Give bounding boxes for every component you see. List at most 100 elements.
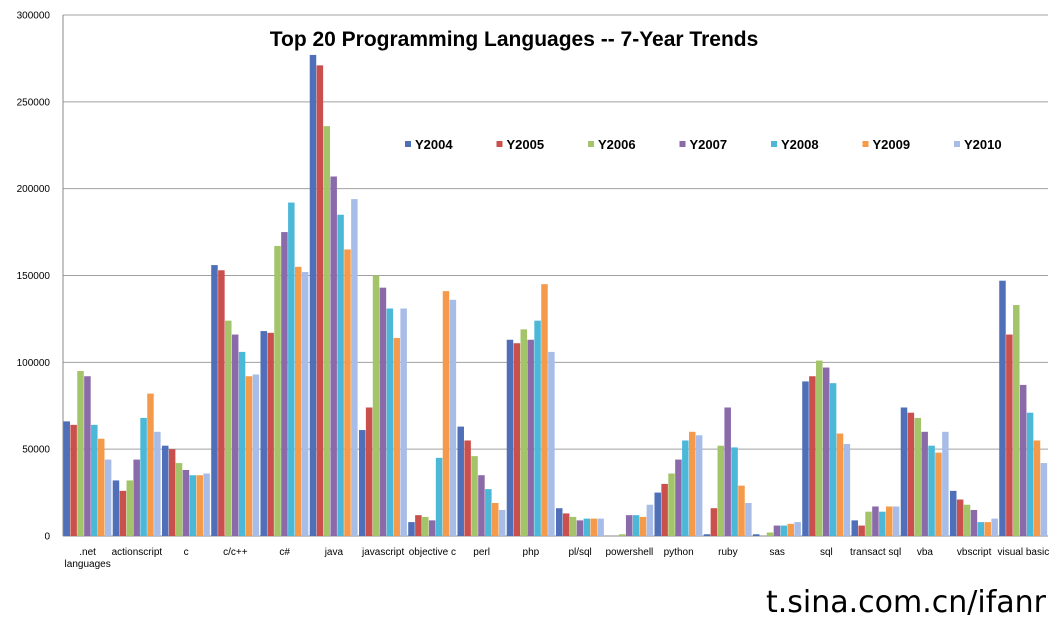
bar	[843, 443, 851, 536]
bar	[576, 520, 584, 536]
bar	[773, 525, 781, 536]
bar	[211, 265, 218, 536]
legend-label: Y2010	[964, 137, 1002, 152]
x-tick-label: pl/sql	[568, 547, 591, 558]
x-tick-label: c/c++	[223, 547, 248, 558]
legend: Y2004 Y2005 Y2006 Y2007 Y2008 Y2009 Y2010	[405, 137, 1002, 152]
watermark-text: t.sina.com.cn/ifanr	[766, 585, 1047, 620]
legend-swatch	[588, 141, 594, 147]
bar	[766, 532, 774, 536]
bar	[449, 299, 457, 536]
bar	[731, 447, 738, 536]
bar	[569, 516, 577, 536]
bar	[858, 525, 865, 536]
bar	[238, 351, 246, 536]
x-tick-label: javascript	[361, 547, 404, 558]
y-tick-label: 300000	[17, 11, 51, 22]
bar	[506, 339, 514, 536]
legend-swatch	[771, 141, 777, 147]
bar	[738, 485, 745, 536]
legend-label: Y2005	[507, 137, 545, 152]
bar	[288, 202, 295, 536]
bar	[527, 339, 534, 536]
bar	[668, 473, 675, 536]
bar	[442, 291, 450, 536]
bar	[822, 367, 830, 536]
bar	[126, 480, 134, 536]
legend-label: Y2004	[415, 137, 453, 152]
bar	[928, 445, 935, 536]
bar	[478, 475, 485, 536]
bar	[393, 338, 400, 536]
x-tick-label: java	[324, 547, 344, 558]
x-tick-label: actionscript	[112, 547, 163, 558]
bar	[358, 430, 366, 536]
legend-label: Y2009	[873, 137, 911, 152]
bar	[267, 332, 274, 536]
bar	[703, 534, 711, 536]
bar	[104, 459, 112, 536]
bar	[935, 452, 942, 536]
bar	[498, 509, 506, 536]
bar	[77, 371, 84, 536]
bar	[400, 308, 407, 536]
bar	[245, 376, 253, 536]
bar	[619, 534, 626, 536]
bar	[717, 445, 725, 536]
bar	[787, 523, 794, 536]
bar	[301, 272, 309, 536]
bar	[189, 475, 197, 536]
x-tick-label: sql	[820, 547, 833, 558]
bar	[724, 407, 731, 536]
bar	[675, 459, 682, 536]
bar	[688, 431, 696, 536]
legend-swatch	[862, 141, 869, 147]
bars	[63, 54, 1048, 537]
bar	[534, 320, 541, 536]
bar	[780, 525, 788, 536]
x-tick-label: sas	[769, 547, 785, 558]
bar	[752, 534, 760, 536]
x-tick-label: c	[184, 547, 189, 558]
bar	[225, 320, 232, 536]
bar	[745, 503, 752, 536]
bar	[464, 440, 471, 536]
bar	[435, 457, 443, 536]
bar	[294, 266, 302, 536]
bar	[260, 331, 267, 536]
bar	[97, 438, 105, 536]
legend-label: Y2008	[781, 137, 819, 152]
x-tick-label: powershell	[605, 547, 653, 558]
bar	[281, 232, 288, 536]
bar	[809, 376, 816, 536]
y-tick-label: 250000	[17, 97, 51, 108]
bar	[330, 176, 337, 536]
bar	[252, 374, 260, 536]
bar	[372, 275, 380, 536]
bar	[802, 381, 809, 536]
bar	[942, 431, 949, 536]
bar	[836, 433, 844, 536]
bar	[710, 508, 718, 536]
bar	[999, 280, 1006, 536]
legend-swatch	[405, 141, 411, 147]
bar	[639, 516, 647, 536]
bar	[1026, 412, 1034, 536]
legend-label: Y2006	[598, 137, 636, 152]
bar	[386, 308, 394, 536]
x-tick-label: objective c	[409, 547, 456, 558]
bar	[112, 480, 120, 536]
bar	[379, 287, 387, 536]
bar	[963, 504, 971, 536]
bar	[154, 431, 161, 536]
bar	[457, 426, 464, 536]
bar	[147, 393, 154, 536]
bar	[872, 506, 879, 536]
bar	[485, 489, 492, 536]
bar	[597, 518, 604, 536]
bar	[422, 516, 429, 536]
bar	[63, 421, 70, 536]
bar	[70, 424, 77, 536]
bar	[695, 435, 703, 536]
